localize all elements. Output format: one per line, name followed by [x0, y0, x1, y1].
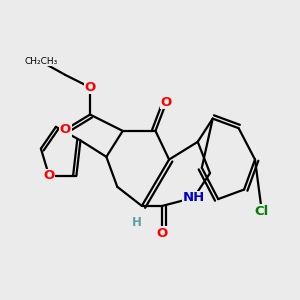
Text: H: H [131, 216, 141, 229]
Text: O: O [84, 81, 96, 94]
Text: NH: NH [182, 191, 205, 204]
Text: Cl: Cl [255, 205, 269, 218]
Text: O: O [44, 169, 55, 182]
Text: O: O [157, 227, 168, 240]
Text: CH₂CH₃: CH₂CH₃ [24, 57, 58, 66]
Text: O: O [161, 96, 172, 109]
Text: O: O [60, 123, 71, 136]
